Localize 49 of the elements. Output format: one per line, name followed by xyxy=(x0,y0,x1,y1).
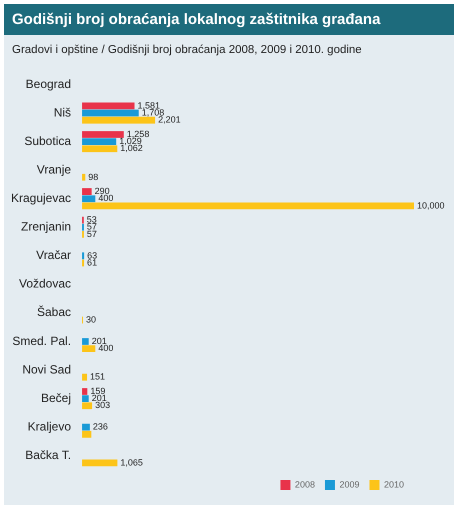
y-tick-label: Šabac xyxy=(37,305,72,320)
bar xyxy=(82,116,156,124)
y-tick-label: Subotica xyxy=(24,134,72,148)
data-label: 151 xyxy=(90,372,106,382)
y-tick-label: Zrenjanin xyxy=(21,220,72,234)
data-label: 30 xyxy=(86,314,96,325)
y-tick-label: Voždovac xyxy=(18,276,72,291)
legend-label: 2009 xyxy=(339,479,360,490)
bar xyxy=(82,202,414,210)
y-tick-label: Kraljevo xyxy=(28,419,72,434)
y-tick-label: Vranje xyxy=(36,162,72,176)
data-label: 201 xyxy=(92,336,107,346)
data-label: 236 xyxy=(92,422,108,432)
bar xyxy=(82,195,96,202)
bar xyxy=(82,402,92,410)
bar xyxy=(82,388,88,395)
y-tick-label: Niš xyxy=(54,105,72,120)
bar xyxy=(82,430,92,438)
bar xyxy=(82,459,118,466)
chart-title: Godišnji broj obraćanja lokalnog zaštitnika građana xyxy=(4,4,454,35)
data-label: 10,000 xyxy=(417,200,445,210)
data-label: 1,258 xyxy=(126,128,150,139)
y-tick-label: Beograd xyxy=(26,76,72,91)
data-label: 159 xyxy=(90,386,106,396)
bar xyxy=(82,188,92,195)
bar xyxy=(82,424,90,431)
chart-subtitle: Gradovi i opštine / Godišnji broj obraćanja 2008, 2009 i 2010. godine xyxy=(11,43,363,58)
data-label: 400 xyxy=(98,343,114,354)
y-tick-label: Bačka T. xyxy=(25,448,72,462)
y-tick-label: Kragujevac xyxy=(10,191,72,206)
y-tick-label: Vračar xyxy=(36,248,72,262)
legend-label: 2010 xyxy=(384,479,404,490)
data-label: 1,581 xyxy=(138,100,160,110)
bar xyxy=(82,338,89,345)
y-tick-label: Bečej xyxy=(41,390,72,405)
bar xyxy=(82,138,116,145)
bar xyxy=(82,110,139,116)
y-tick-label: Smed. Pal. xyxy=(12,334,72,348)
bar xyxy=(82,131,124,138)
bar xyxy=(82,395,89,402)
bar xyxy=(82,102,135,110)
bar xyxy=(82,145,118,152)
bar xyxy=(82,345,96,352)
data-label: 303 xyxy=(95,400,110,410)
legend-label: 2008 xyxy=(294,479,315,490)
y-tick-label: Novi Sad xyxy=(22,362,72,376)
data-label: 1,065 xyxy=(120,457,143,468)
data-label: 98 xyxy=(88,172,98,182)
data-label: 400 xyxy=(98,193,114,204)
